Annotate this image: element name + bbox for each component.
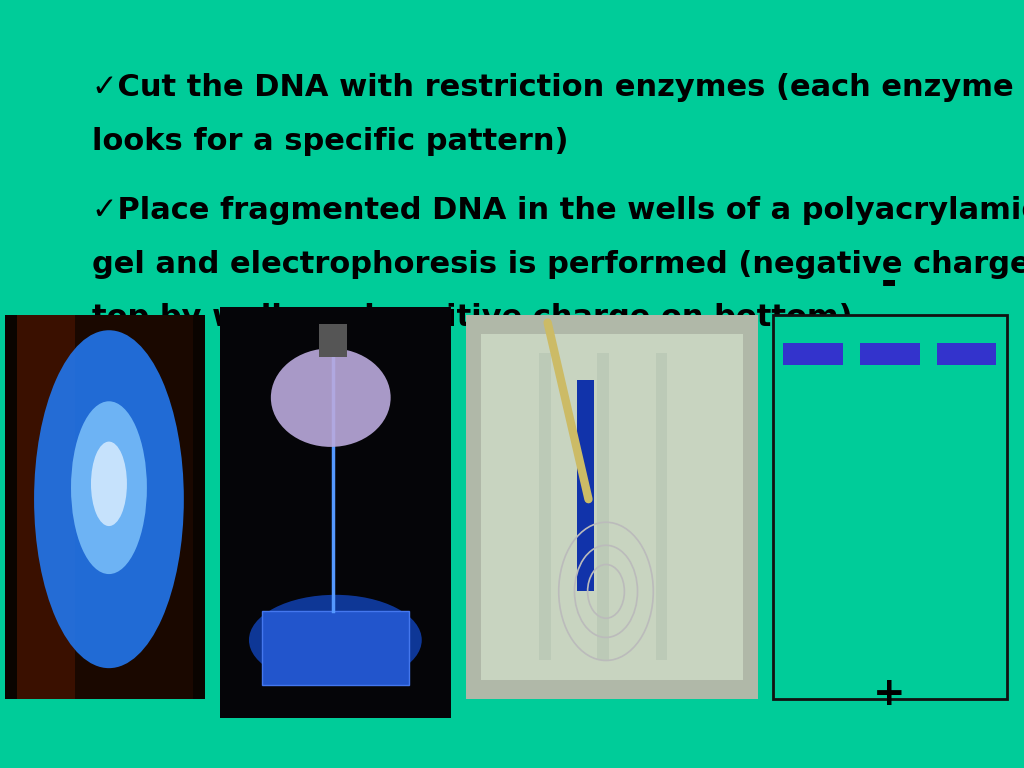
Text: -: - [881, 266, 897, 303]
Text: top by wells and positive charge on bottom): top by wells and positive charge on bott… [92, 303, 853, 333]
Text: gel and electrophoresis is performed (negative charge on: gel and electrophoresis is performed (ne… [92, 250, 1024, 279]
Bar [655, 353, 668, 660]
Text: looks for a specific pattern): looks for a specific pattern) [92, 127, 568, 156]
Ellipse shape [249, 594, 422, 685]
Bar [5, 315, 205, 699]
Bar [597, 353, 609, 660]
Bar [783, 343, 843, 365]
Bar [220, 307, 451, 718]
Bar [319, 323, 347, 356]
Ellipse shape [91, 442, 127, 526]
Text: ✓Place fragmented DNA in the wells of a polyacrylamide: ✓Place fragmented DNA in the wells of a … [92, 196, 1024, 225]
Bar [262, 611, 410, 685]
Text: ✓Cut the DNA with restriction enzymes (each enzyme: ✓Cut the DNA with restriction enzymes (e… [92, 73, 1014, 102]
Ellipse shape [270, 348, 391, 447]
Bar [860, 343, 920, 365]
Text: +: + [872, 675, 905, 713]
Ellipse shape [71, 401, 146, 574]
Bar [577, 380, 594, 591]
Bar [539, 353, 551, 660]
Bar [193, 315, 205, 699]
Bar [773, 315, 1007, 699]
Bar [937, 343, 996, 365]
Ellipse shape [34, 330, 184, 668]
Bar [480, 334, 743, 680]
Bar [466, 315, 758, 699]
Bar [5, 315, 75, 699]
Bar [5, 315, 17, 699]
